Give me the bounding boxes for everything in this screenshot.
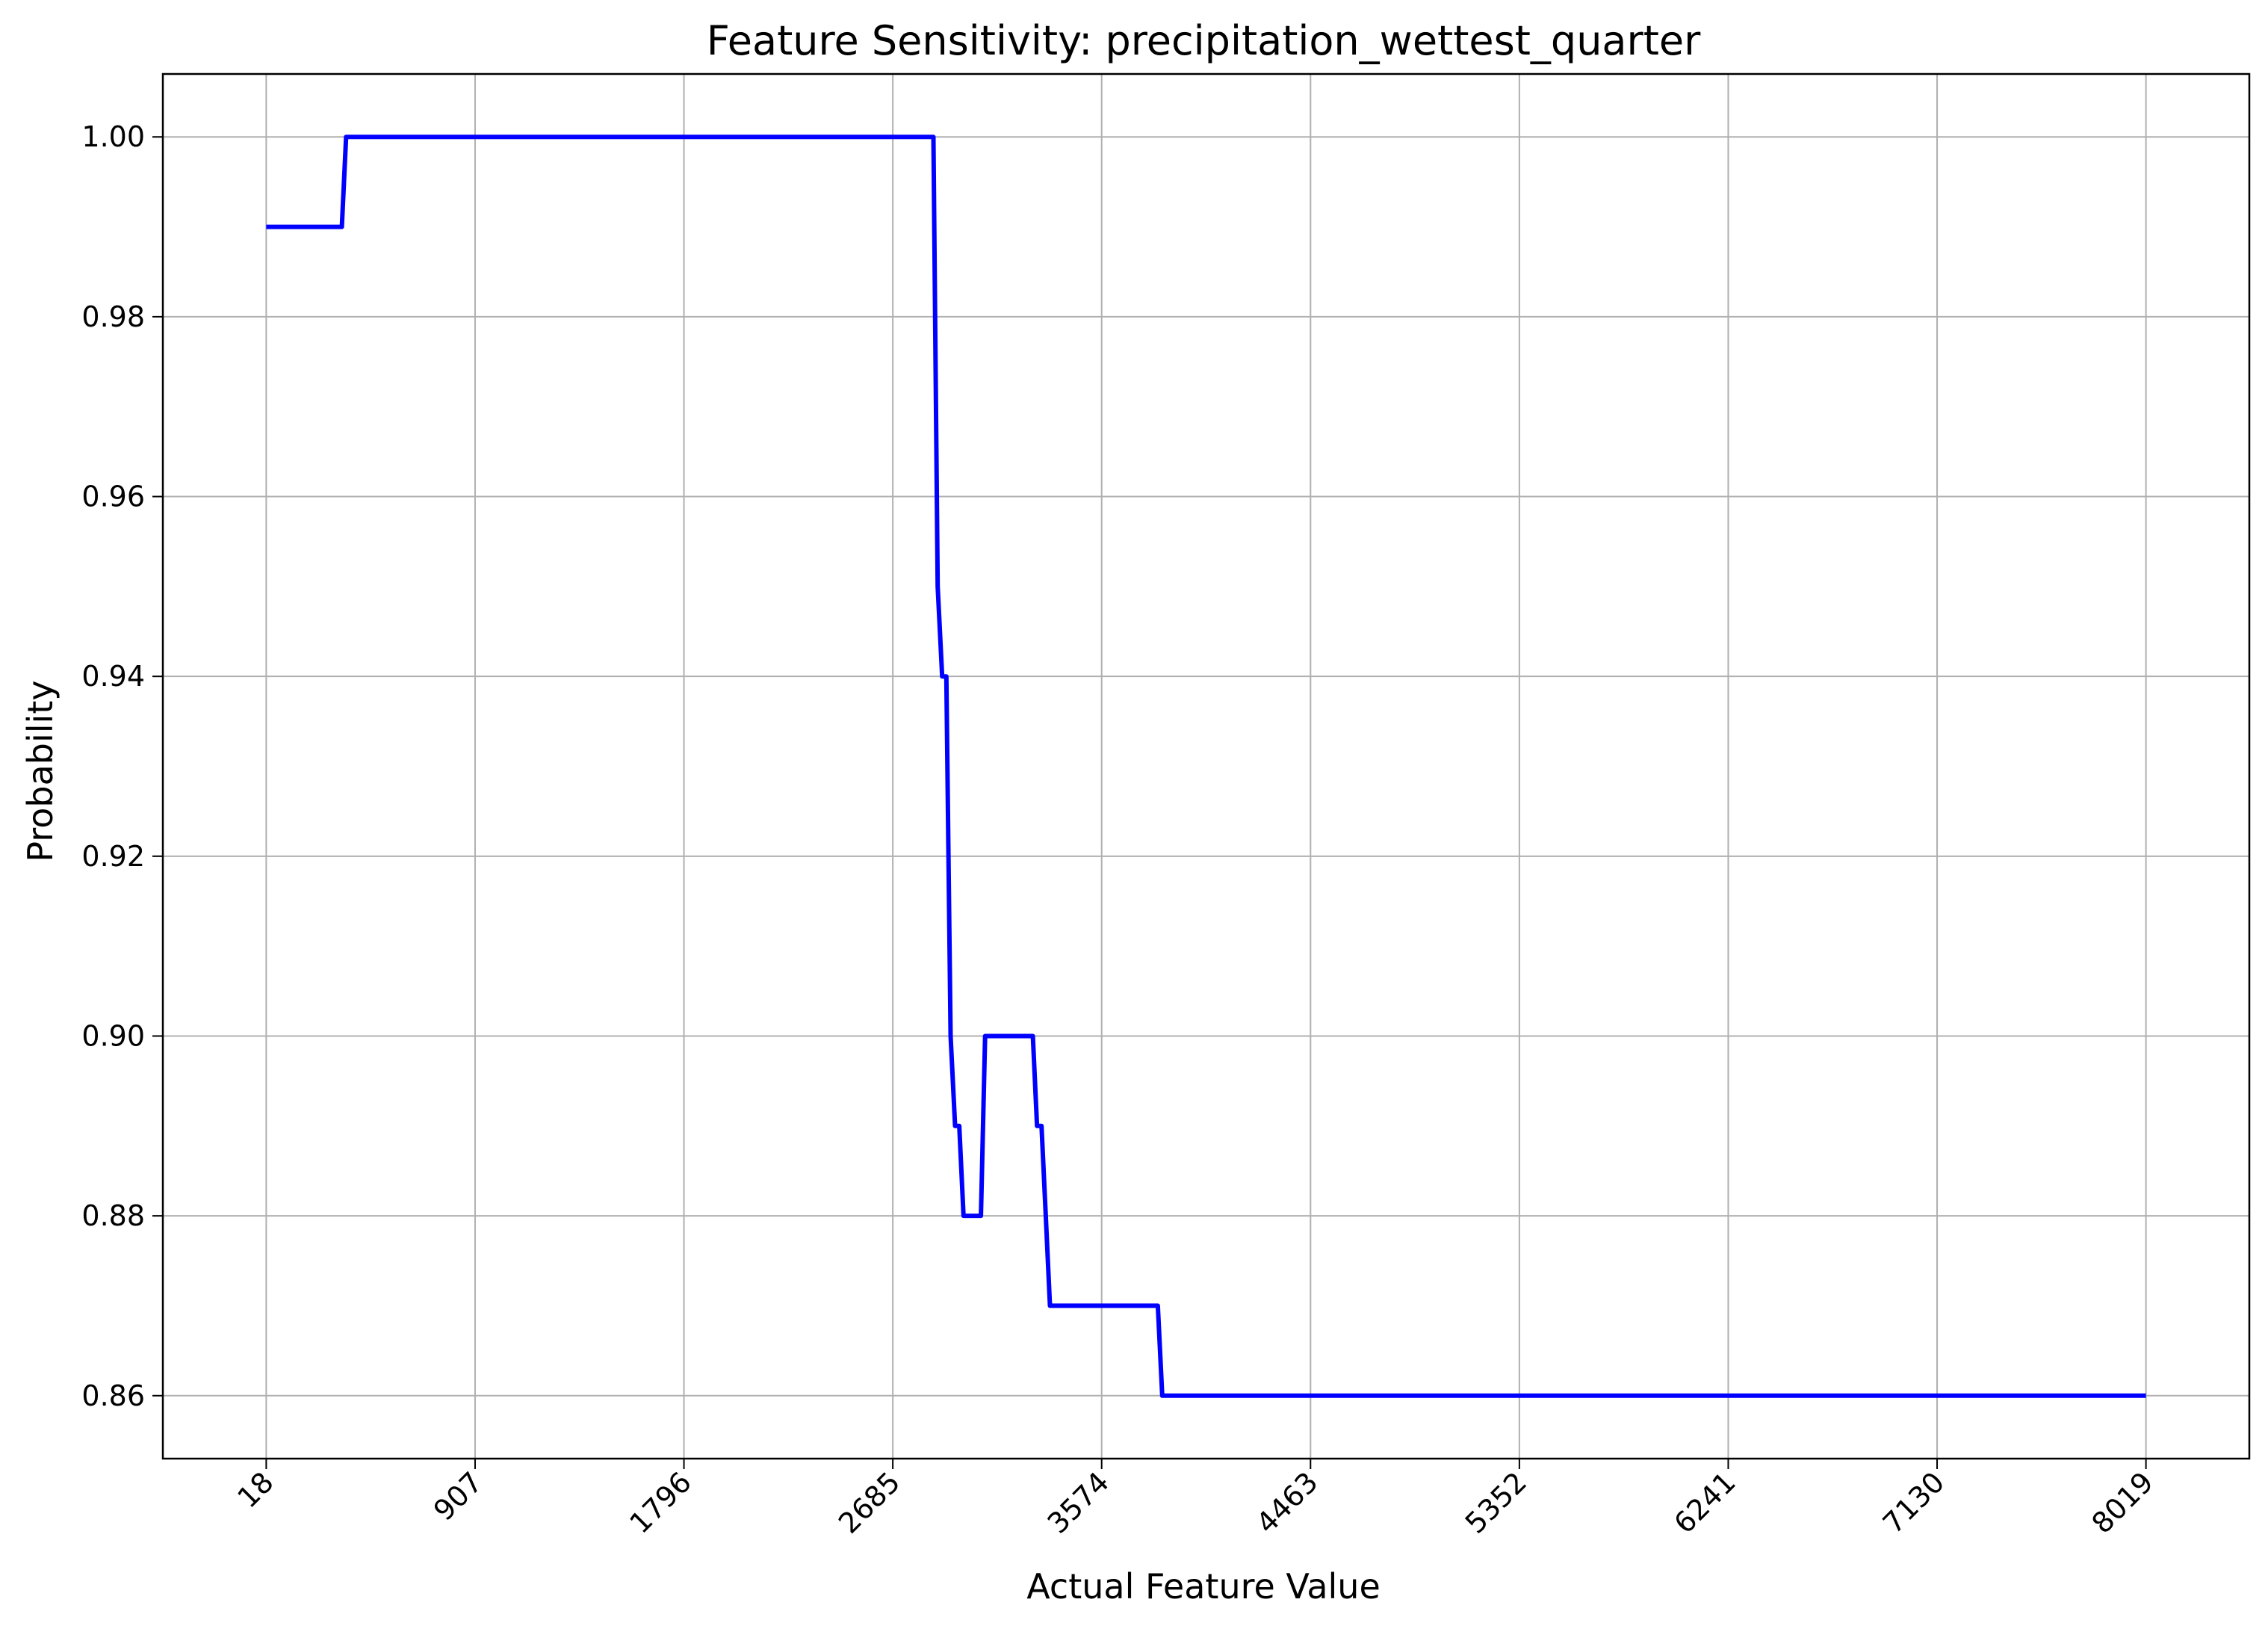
y-axis-label: Probability: [20, 680, 61, 862]
y-tick-label: 0.96: [81, 480, 145, 513]
grid-lines: [163, 74, 2249, 1459]
series-group: [266, 135, 2146, 1398]
y-tick-label: 0.88: [81, 1199, 145, 1232]
y-tick-label: 1.00: [81, 120, 145, 153]
y-tick-label: 0.94: [81, 660, 145, 693]
series-line: [266, 135, 2146, 1398]
x-axis-label: Actual Feature Value: [1026, 1566, 1381, 1607]
chart-title: Feature Sensitivity: precipitation_wette…: [707, 17, 1701, 64]
y-tick-label: 0.98: [81, 300, 145, 333]
y-tick-label: 0.86: [81, 1379, 145, 1412]
y-tick-label: 0.92: [81, 840, 145, 873]
plot-frame: [161, 72, 2251, 1460]
y-tick-label: 0.90: [81, 1019, 145, 1052]
